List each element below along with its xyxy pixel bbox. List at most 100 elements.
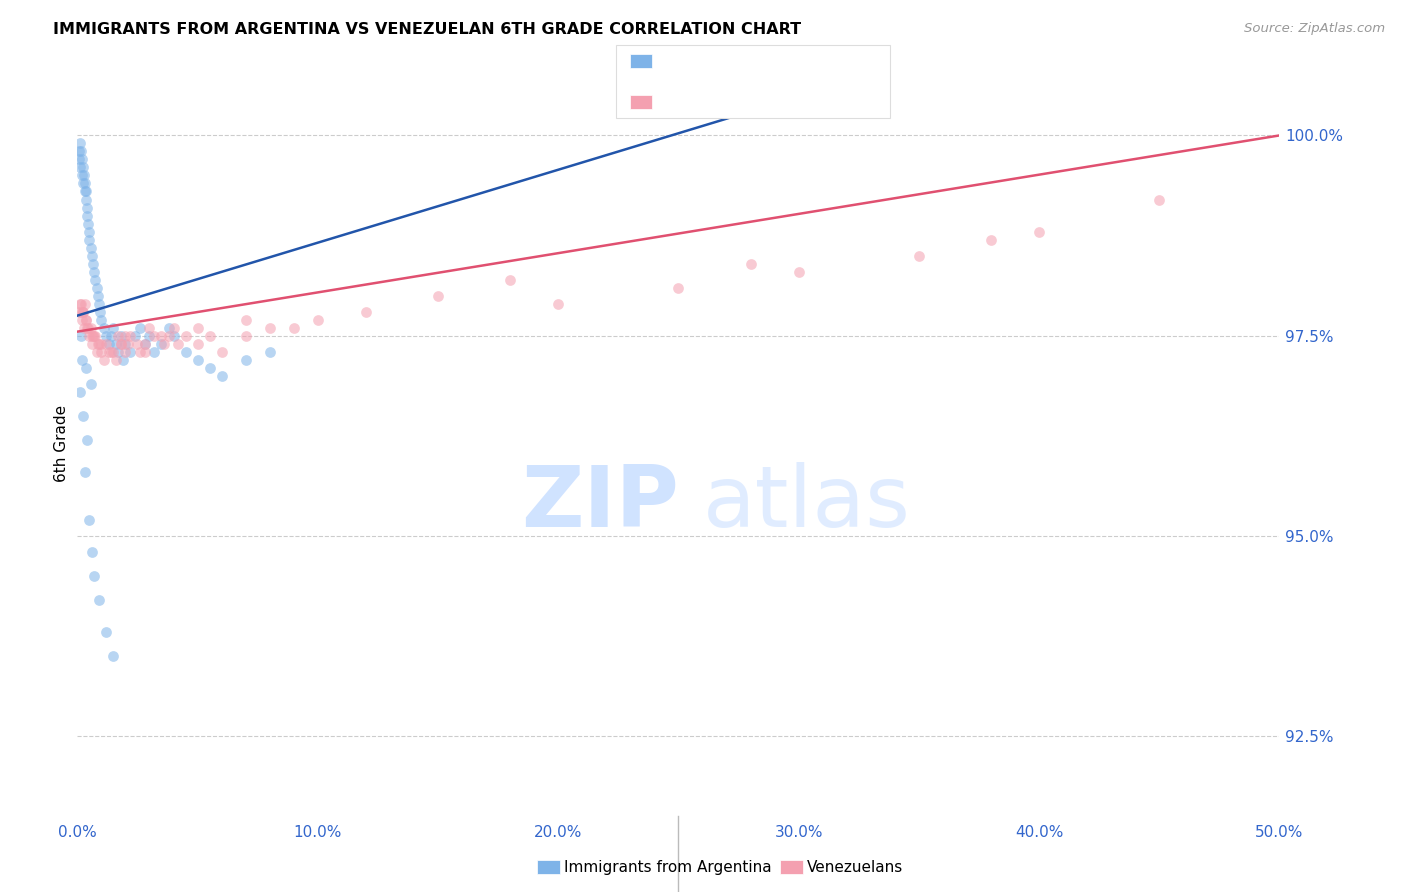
Point [235, 352, 257, 367]
Point [157, 320, 180, 334]
Point [1028, 225, 1050, 239]
Point [76, 320, 98, 334]
Point [103, 648, 125, 663]
Point [80, 328, 103, 343]
Point [134, 344, 156, 359]
Point [69, 296, 91, 310]
Point [117, 336, 139, 351]
Point [89, 304, 111, 318]
Point [187, 320, 209, 334]
Point [70, 312, 93, 326]
Point [79, 233, 101, 247]
Point [75, 185, 97, 199]
Point [167, 336, 190, 351]
Point [198, 360, 221, 375]
Point [157, 328, 180, 343]
Point [235, 312, 257, 326]
Point [162, 320, 184, 334]
Point [235, 328, 257, 343]
Text: R =: R = [662, 54, 697, 68]
Point [79, 241, 101, 255]
Point [79, 328, 101, 343]
Point [96, 624, 118, 639]
Point [76, 201, 98, 215]
Point [134, 336, 156, 351]
Point [162, 328, 184, 343]
Point [73, 296, 96, 310]
Point [259, 320, 281, 334]
Point [70, 153, 93, 167]
Point [143, 328, 166, 343]
Point [103, 344, 125, 359]
Point [110, 336, 132, 351]
Point [82, 256, 104, 270]
Point [128, 344, 150, 359]
Point [110, 336, 132, 351]
Point [93, 352, 115, 367]
Text: Venezuelans: Venezuelans [807, 860, 903, 874]
Point [80, 336, 103, 351]
Point [69, 384, 91, 399]
Text: Immigrants from Argentina: Immigrants from Argentina [564, 860, 772, 874]
Text: N =: N = [751, 95, 797, 109]
Point [259, 344, 281, 359]
Point [96, 328, 118, 343]
Point [70, 145, 93, 159]
Point [79, 320, 101, 334]
Point [138, 320, 160, 334]
Point [70, 328, 93, 343]
Point [174, 328, 197, 343]
Point [84, 272, 107, 286]
Point [69, 136, 91, 151]
Point [138, 328, 160, 343]
Point [75, 312, 97, 326]
Point [198, 328, 221, 343]
Point [90, 312, 112, 326]
Point [82, 328, 104, 343]
Point [70, 296, 93, 310]
Point [73, 169, 96, 183]
Y-axis label: 6th Grade: 6th Grade [53, 405, 69, 483]
Point [77, 217, 100, 231]
Point [103, 320, 125, 334]
Point [75, 360, 97, 375]
Point [354, 304, 377, 318]
Point [72, 177, 94, 191]
Point [104, 352, 127, 367]
Point [134, 336, 156, 351]
Point [83, 264, 105, 278]
Point [187, 336, 209, 351]
Point [72, 304, 94, 318]
Point [211, 368, 233, 383]
Text: atlas: atlas [703, 462, 911, 545]
Point [87, 593, 110, 607]
Point [67, 153, 90, 167]
Point [80, 249, 103, 263]
Point [740, 256, 762, 270]
Point [73, 320, 96, 334]
Point [84, 328, 107, 343]
Point [76, 433, 98, 447]
Point [143, 344, 166, 359]
Point [499, 272, 522, 286]
Text: 0.343: 0.343 [693, 54, 744, 68]
Point [77, 320, 100, 334]
Point [211, 344, 233, 359]
Point [283, 320, 305, 334]
Point [307, 312, 329, 326]
Point [72, 161, 94, 175]
Point [72, 409, 94, 423]
Point [80, 545, 103, 559]
Point [90, 336, 112, 351]
Point [72, 304, 94, 318]
Point [75, 193, 97, 207]
Point [100, 328, 122, 343]
Point [79, 513, 101, 527]
Point [87, 336, 110, 351]
Point [668, 280, 690, 294]
Point [75, 312, 97, 326]
Point [104, 336, 127, 351]
Point [1149, 193, 1171, 207]
Point [86, 344, 108, 359]
Point [93, 320, 115, 334]
